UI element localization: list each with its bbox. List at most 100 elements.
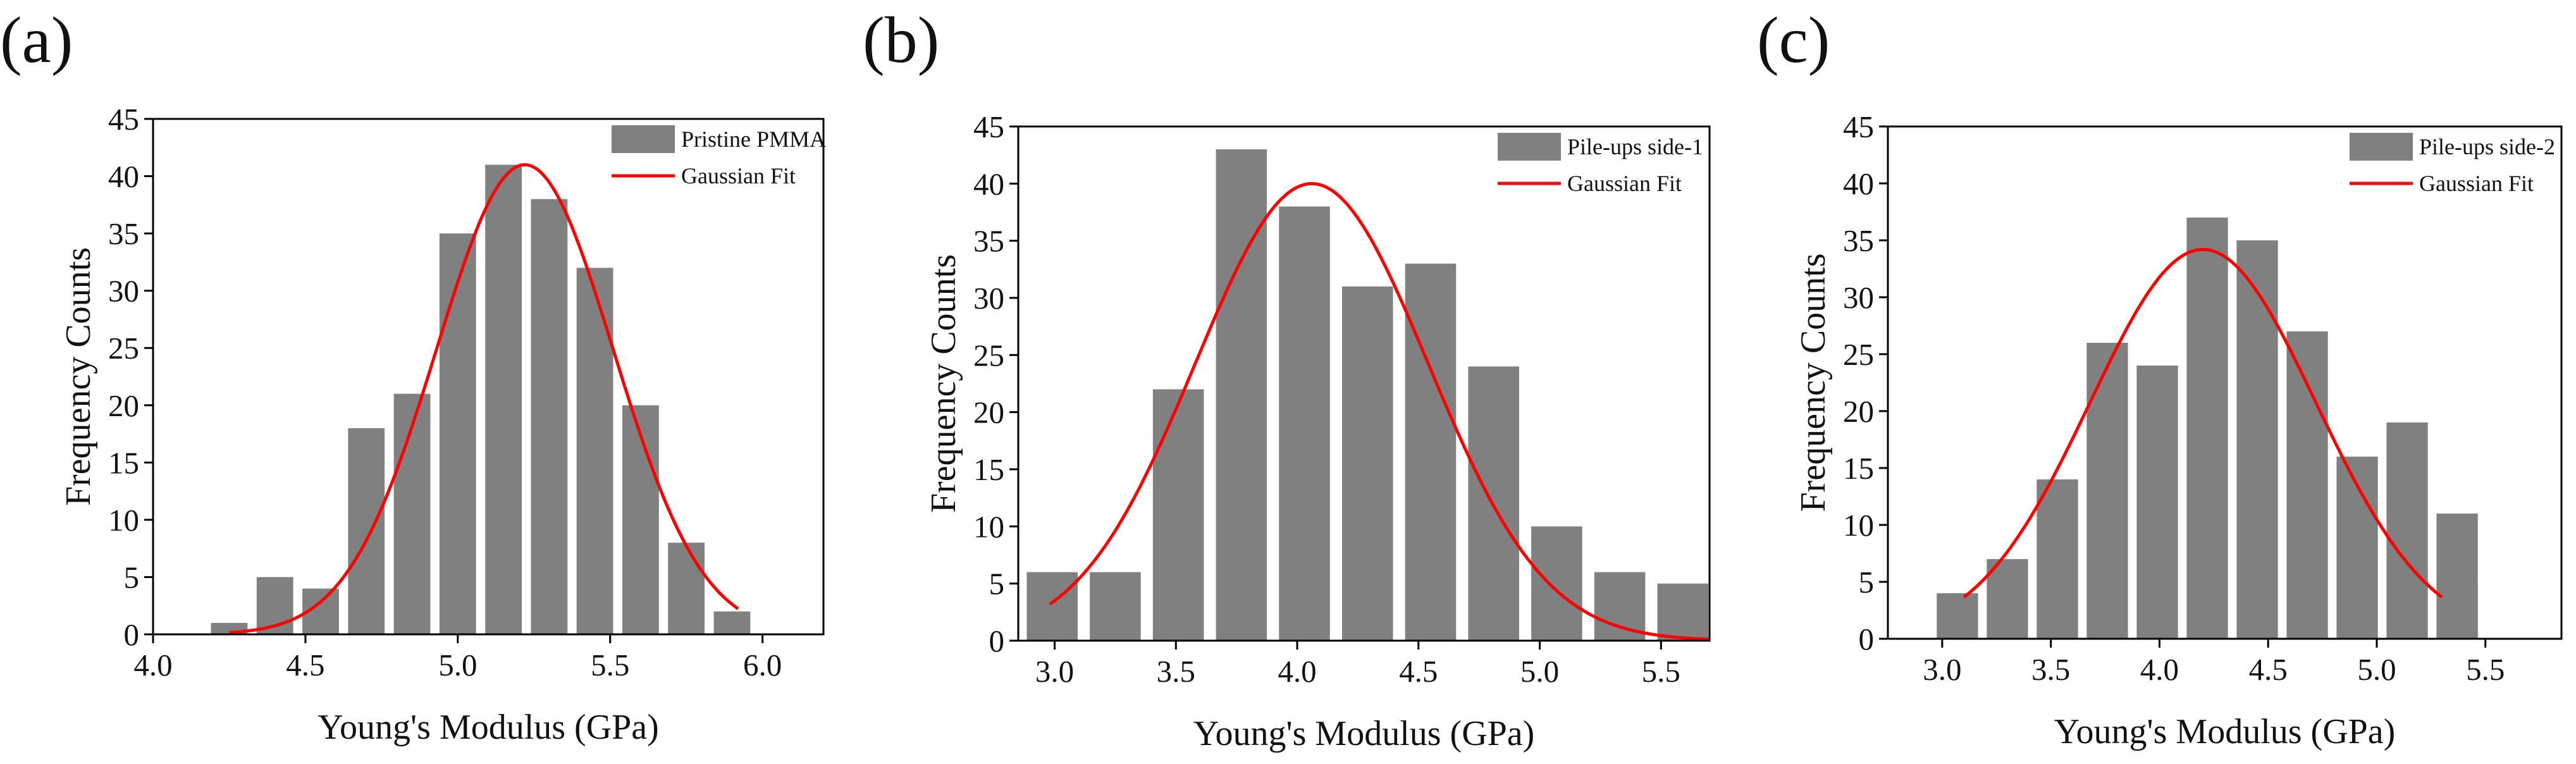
x-tick-label: 3.0 bbox=[1923, 652, 1961, 687]
y-tick-label: 10 bbox=[108, 503, 139, 538]
y-tick-label: 15 bbox=[108, 445, 139, 480]
axes-frame bbox=[1017, 125, 1711, 642]
y-tick-label: 0 bbox=[1859, 622, 1875, 656]
y-tick-label: 30 bbox=[108, 274, 139, 309]
y-tick-label: 25 bbox=[108, 331, 139, 366]
y-tick-label: 25 bbox=[1843, 337, 1874, 372]
gaussian-fit-line bbox=[229, 163, 739, 634]
x-tick-label: 3.5 bbox=[1157, 654, 1195, 689]
legend-bar-swatch bbox=[612, 125, 675, 153]
x-axis-title: Young's Modulus (GPa) bbox=[317, 708, 659, 747]
bars-group bbox=[1937, 218, 2478, 639]
x-tick-label: 5.0 bbox=[2357, 652, 2396, 687]
y-tick-label: 5 bbox=[124, 560, 140, 595]
bar bbox=[2286, 331, 2328, 639]
y-tick-label: 35 bbox=[1843, 223, 1874, 258]
legend-line-label: Gaussian Fit bbox=[1567, 171, 1682, 196]
x-tick-label: 5.0 bbox=[438, 648, 477, 682]
bar bbox=[576, 268, 613, 634]
bar bbox=[1026, 572, 1078, 641]
bar bbox=[2037, 479, 2078, 639]
y-tick-label: 5 bbox=[1859, 565, 1875, 600]
x-tick-label: 5.5 bbox=[591, 648, 629, 682]
bars-group bbox=[211, 164, 751, 634]
legend-bar-swatch bbox=[1498, 133, 1561, 161]
bar bbox=[1279, 206, 1330, 641]
chart-panel-3: (c) 0 5 10 15 20 25 30 35 40 45 3.0 3.5 4.0 4.5 5.0 5.5 Y… bbox=[1757, 4, 2563, 751]
gaussian-fit-line bbox=[1963, 247, 2443, 599]
y-tick-label: 30 bbox=[1843, 280, 1874, 315]
chart-panel-2: (b) 0 5 10 15 20 25 30 35 40 45 3.0 3.5 4.0 4.5 5.0 5.5 Y… bbox=[863, 4, 1772, 753]
y-tick-label: 30 bbox=[973, 281, 1004, 316]
bar bbox=[1216, 149, 1267, 641]
x-tick-label: 4.5 bbox=[286, 648, 324, 682]
y-tick-label: 35 bbox=[973, 224, 1004, 259]
x-tick-label: 4.0 bbox=[2140, 652, 2179, 687]
bar bbox=[2186, 218, 2228, 639]
gaussian-fit-line bbox=[1049, 182, 1710, 641]
bar bbox=[2236, 240, 2278, 639]
bar bbox=[1937, 593, 1978, 639]
x-tick-label: 4.5 bbox=[1399, 654, 1438, 689]
y-tick-label: 40 bbox=[973, 166, 1004, 201]
legend: Pile-ups side-2 Gaussian Fit bbox=[2350, 133, 2555, 196]
chart-panel-1: (a) 0 5 10 15 20 25 30 35 40 45 4.0 4.5 5.0 5.5 6.0 Youn… bbox=[0, 4, 826, 747]
y-tick-label: 0 bbox=[989, 624, 1005, 658]
bar bbox=[1341, 286, 1393, 641]
y-tick-label: 40 bbox=[108, 159, 139, 194]
panel-label: (a) bbox=[0, 4, 73, 77]
legend-bar-swatch bbox=[2350, 133, 2413, 161]
legend-line-label: Gaussian Fit bbox=[681, 163, 796, 188]
x-tick-label: 4.5 bbox=[2249, 652, 2288, 687]
bar bbox=[1405, 263, 1457, 641]
y-tick-label: 45 bbox=[1843, 109, 1874, 144]
bar bbox=[1594, 572, 1646, 641]
x-tick-label: 4.0 bbox=[1278, 654, 1316, 689]
bar bbox=[1531, 526, 1582, 641]
axes-frame bbox=[152, 118, 825, 636]
bar bbox=[1987, 559, 2028, 639]
y-tick-label: 20 bbox=[108, 388, 139, 423]
y-tick-label: 15 bbox=[1843, 451, 1874, 486]
x-tick-label: 6.0 bbox=[743, 648, 782, 682]
y-tick-label: 40 bbox=[1843, 166, 1874, 201]
y-axis-title: Frequency Counts bbox=[924, 254, 963, 513]
axes-frame bbox=[1887, 125, 2563, 640]
bar bbox=[1152, 389, 1204, 641]
y-tick-label: 10 bbox=[1843, 508, 1874, 543]
y-tick-label: 5 bbox=[989, 567, 1005, 601]
bar bbox=[348, 428, 385, 634]
bars-group bbox=[1026, 149, 1772, 641]
bar bbox=[1090, 572, 1141, 641]
x-axis-title: Young's Modulus (GPa) bbox=[1193, 714, 1535, 753]
legend-line-label: Gaussian Fit bbox=[2419, 171, 2534, 196]
x-tick-label: 4.0 bbox=[133, 648, 172, 682]
y-tick-label: 25 bbox=[973, 338, 1004, 373]
bar bbox=[485, 164, 522, 634]
x-tick-label: 5.0 bbox=[1520, 654, 1559, 689]
panel-label: (c) bbox=[1757, 4, 1830, 77]
legend: Pile-ups side-1 Gaussian Fit bbox=[1498, 133, 1703, 196]
y-axis-title: Frequency Counts bbox=[1794, 253, 1833, 512]
bar bbox=[2136, 366, 2178, 639]
legend-bar-label: Pile-ups side-2 bbox=[2419, 134, 2555, 159]
y-tick-label: 10 bbox=[973, 509, 1004, 544]
legend: Pristine PMMA Gaussian Fit bbox=[612, 125, 826, 188]
y-tick-label: 0 bbox=[124, 617, 140, 652]
x-tick-label: 3.0 bbox=[1035, 654, 1074, 689]
y-tick-label: 20 bbox=[973, 395, 1004, 430]
x-tick-label: 5.5 bbox=[2466, 652, 2505, 687]
y-axis-title: Frequency Counts bbox=[59, 247, 98, 506]
panel-label: (b) bbox=[863, 4, 939, 77]
bar bbox=[1720, 629, 1772, 641]
bar bbox=[439, 233, 476, 634]
y-tick-label: 20 bbox=[1843, 394, 1874, 429]
y-tick-label: 45 bbox=[108, 102, 139, 137]
y-tick-label: 15 bbox=[973, 452, 1004, 487]
bar bbox=[622, 405, 659, 634]
bar bbox=[713, 611, 751, 634]
bar bbox=[2386, 422, 2428, 639]
x-axis-title: Young's Modulus (GPa) bbox=[2054, 712, 2396, 751]
legend-bar-label: Pristine PMMA bbox=[681, 126, 826, 152]
